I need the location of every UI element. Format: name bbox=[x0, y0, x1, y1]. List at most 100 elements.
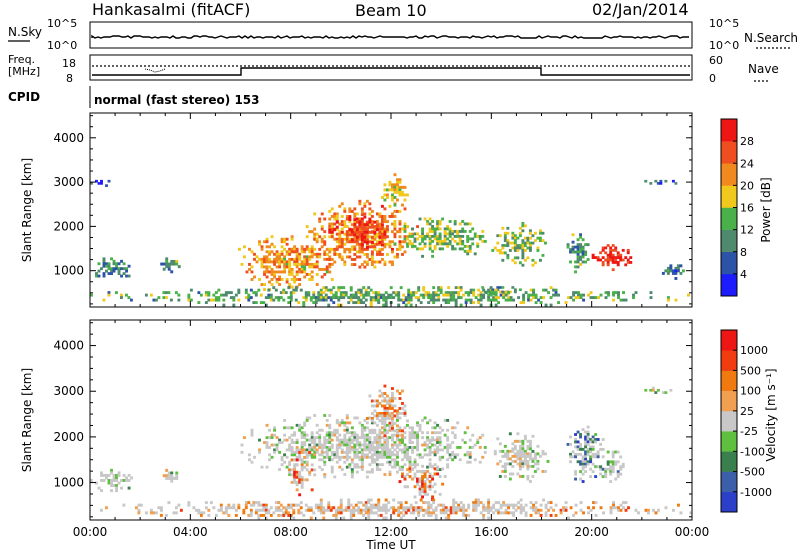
heatmap-cell bbox=[528, 447, 532, 451]
heatmap-cell bbox=[323, 446, 327, 449]
heatmap-cell bbox=[380, 237, 384, 241]
heatmap-cell bbox=[270, 250, 274, 254]
heatmap-cell bbox=[391, 247, 394, 251]
heatmap-cell bbox=[290, 250, 294, 254]
heatmap-cell bbox=[544, 288, 548, 292]
heatmap-cell bbox=[329, 288, 333, 292]
heatmap-cell bbox=[458, 458, 462, 462]
heatmap-cell bbox=[501, 251, 505, 255]
heatmap-cell bbox=[619, 298, 623, 302]
heatmap-cell bbox=[364, 298, 368, 302]
heatmap-cell bbox=[334, 508, 338, 512]
heatmap-cell bbox=[411, 428, 414, 432]
heatmap-cell bbox=[300, 265, 304, 269]
heatmap-cell bbox=[436, 441, 440, 444]
heatmap-cell bbox=[175, 259, 179, 263]
heatmap-cell bbox=[406, 244, 409, 248]
heatmap-cell bbox=[504, 511, 508, 515]
heatmap-cell bbox=[481, 286, 485, 289]
heatmap-cell bbox=[358, 421, 362, 425]
heatmap-cell bbox=[325, 418, 329, 422]
heatmap-cell bbox=[285, 265, 289, 269]
heatmap-cell bbox=[582, 298, 585, 302]
heatmap-cell bbox=[385, 242, 389, 246]
heatmap-cell bbox=[538, 258, 542, 262]
heatmap-cell bbox=[358, 199, 362, 203]
heatmap-cell bbox=[204, 506, 208, 510]
heatmap-cell bbox=[360, 209, 364, 213]
heatmap-cell bbox=[521, 462, 525, 466]
heatmap-cell bbox=[105, 473, 108, 477]
heatmap-cell bbox=[369, 296, 373, 300]
heatmap-cell bbox=[259, 301, 263, 305]
heatmap-cell bbox=[339, 511, 343, 515]
heatmap-cell bbox=[383, 446, 387, 449]
heatmap-cell bbox=[229, 506, 233, 510]
heatmap-cell bbox=[674, 298, 678, 302]
heatmap-cell bbox=[370, 399, 374, 403]
heatmap-cell bbox=[391, 407, 394, 410]
heatmap-cell bbox=[303, 431, 307, 435]
heatmap-cell bbox=[606, 258, 610, 262]
heatmap-cell bbox=[355, 240, 359, 244]
heatmap-cell bbox=[380, 421, 384, 425]
heatmap-cell bbox=[358, 465, 362, 469]
heatmap-cell bbox=[338, 240, 342, 244]
heatmap-cell bbox=[110, 468, 113, 472]
heatmap-cell bbox=[418, 455, 422, 459]
heatmap-cell bbox=[288, 250, 292, 254]
heatmap-cell bbox=[335, 245, 339, 249]
heatmap-cell bbox=[368, 202, 372, 206]
heatmap-cell bbox=[350, 448, 354, 452]
heatmap-cell bbox=[192, 506, 196, 510]
heatmap-cell bbox=[544, 506, 548, 510]
heatmap-cell bbox=[511, 286, 515, 289]
heatmap-cell bbox=[448, 455, 452, 459]
heatmap-cell bbox=[584, 462, 588, 466]
heatmap-cell bbox=[436, 234, 440, 238]
heatmap-cell bbox=[348, 436, 352, 440]
heatmap-cell bbox=[428, 485, 432, 489]
heatmap-cell bbox=[616, 263, 620, 267]
heatmap-cell bbox=[365, 263, 369, 267]
heatmap-cell bbox=[380, 214, 384, 218]
heatmap-cell bbox=[463, 453, 467, 457]
heatmap-cell bbox=[295, 262, 299, 266]
heatmap-cell bbox=[437, 286, 441, 290]
heatmap-cell bbox=[437, 503, 441, 507]
heatmap-cell bbox=[305, 272, 309, 276]
heatmap-cell bbox=[428, 244, 432, 248]
colorbar-swatch bbox=[721, 471, 737, 493]
heatmap-cell bbox=[360, 460, 364, 464]
heatmap-cell bbox=[538, 454, 542, 458]
heatmap-cell bbox=[204, 291, 208, 295]
heatmap-cell bbox=[323, 455, 327, 459]
heatmap-cell bbox=[360, 423, 364, 427]
heatmap-cell bbox=[127, 473, 131, 477]
heatmap-cell bbox=[378, 260, 382, 264]
heatmap-cell bbox=[579, 235, 583, 239]
heatmap-cell bbox=[295, 278, 299, 281]
heatmap-cell bbox=[307, 293, 311, 297]
heatmap-cell bbox=[614, 450, 618, 454]
heatmap-cell bbox=[325, 431, 329, 435]
heatmap-cell bbox=[589, 447, 593, 451]
heatmap-cell bbox=[599, 447, 603, 451]
heatmap-cell bbox=[278, 255, 282, 259]
heatmap-cell bbox=[373, 399, 377, 403]
heatmap-cell bbox=[416, 433, 419, 437]
heatmap-cell bbox=[370, 209, 374, 213]
heatmap-cell bbox=[328, 426, 332, 430]
heatmap-cell bbox=[360, 245, 364, 249]
heatmap-cell bbox=[396, 429, 399, 433]
heatmap-cell bbox=[462, 506, 466, 510]
colorbar-swatch bbox=[721, 273, 737, 297]
heatmap-cell bbox=[428, 229, 432, 233]
heatmap-cell bbox=[513, 246, 517, 250]
heatmap-cell bbox=[303, 450, 307, 454]
heatmap-cell bbox=[516, 439, 520, 443]
heatmap-cell bbox=[457, 291, 461, 295]
heatmap-cell bbox=[459, 506, 463, 510]
heatmap-cell bbox=[212, 506, 216, 510]
heatmap-cell bbox=[383, 473, 387, 476]
